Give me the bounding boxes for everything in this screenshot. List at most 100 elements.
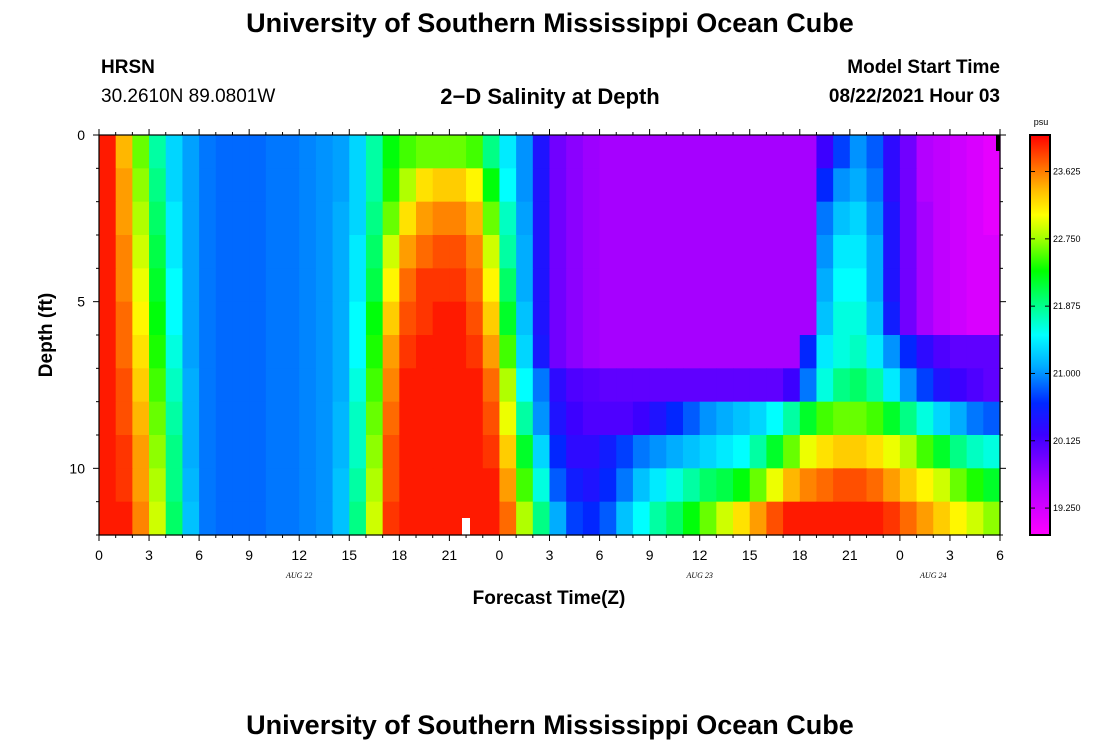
heatmap-cell (399, 135, 417, 169)
heatmap-cell (499, 235, 517, 269)
heatmap-cell (249, 435, 267, 469)
heatmap-cell (532, 235, 551, 269)
heatmap-cell (883, 335, 901, 369)
heatmap-cell (983, 168, 1001, 203)
heatmap-cell (499, 301, 517, 336)
heatmap-cell (933, 135, 951, 169)
heatmap-cell (666, 168, 684, 203)
heatmap-cell (816, 335, 834, 369)
heatmap-cell (99, 468, 117, 503)
heatmap-cell (599, 401, 617, 436)
heatmap-cell (149, 168, 167, 203)
heatmap-cell (432, 301, 450, 336)
heatmap-cell (199, 468, 217, 503)
heatmap-cell (282, 435, 300, 469)
heatmap-cell (199, 401, 217, 436)
heatmap-cell (399, 501, 417, 536)
heatmap-cell (949, 468, 968, 503)
heatmap-cell (933, 235, 951, 269)
heatmap-cell (849, 301, 868, 336)
heatmap-cell (783, 335, 801, 369)
heatmap-cell (816, 401, 834, 436)
heatmap-cell (365, 135, 384, 169)
heatmap-cell (949, 401, 968, 436)
heatmap-cell (532, 301, 551, 336)
heatmap-cell (149, 468, 167, 503)
heatmap-cell (783, 235, 801, 269)
heatmap-cell (115, 235, 133, 269)
heatmap-cell (766, 201, 784, 236)
heatmap-cell (432, 201, 450, 236)
heatmap-cell (332, 501, 350, 536)
heatmap-cell (382, 301, 400, 336)
heatmap-cell (716, 235, 734, 269)
heatmap-cell (766, 501, 784, 536)
heatmap-cell (132, 135, 150, 169)
heatmap-cell (899, 135, 918, 169)
heatmap-cell (199, 335, 217, 369)
heatmap-cell (199, 268, 217, 303)
heatmap-cell (516, 401, 534, 436)
heatmap-cell (632, 335, 651, 369)
heatmap-cell (716, 201, 734, 236)
footer-title: University of Southern Mississippi Ocean… (246, 710, 854, 740)
heatmap-cell (666, 201, 684, 236)
heatmap-cell (332, 468, 350, 503)
heatmap-cell (866, 168, 884, 203)
heatmap-cell (582, 268, 601, 303)
x-tick-label: 0 (896, 547, 904, 563)
heatmap-cell (232, 368, 250, 403)
heatmap-cell (699, 235, 717, 269)
heatmap-cell (549, 368, 567, 403)
heatmap-cell (549, 501, 567, 536)
heatmap-cell (99, 135, 117, 169)
heatmap-cell (132, 368, 150, 403)
heatmap-cell (699, 335, 717, 369)
heatmap-cell (783, 201, 801, 236)
heatmap-cell (382, 168, 400, 203)
heatmap-cell (833, 268, 851, 303)
heatmap-cell (382, 201, 400, 236)
heatmap-cell (699, 468, 717, 503)
heatmap-cell (232, 401, 250, 436)
heatmap-cell (883, 168, 901, 203)
heatmap-cell (816, 468, 834, 503)
heatmap-cell (315, 268, 334, 303)
heatmap-cell (599, 201, 617, 236)
heatmap-cell (983, 235, 1001, 269)
heatmap-cell (232, 301, 250, 336)
x-tick-label: 9 (646, 547, 654, 563)
y-tick-label: 5 (77, 294, 85, 310)
x-tick-label: 6 (195, 547, 203, 563)
heatmap-cell (265, 401, 284, 436)
heatmap-cell (716, 468, 734, 503)
heatmap-cell (632, 235, 651, 269)
heatmap-cell (265, 368, 284, 403)
heatmap-cell (566, 201, 584, 236)
station-coordinates: 30.2610N 89.0801W (101, 86, 276, 107)
colorbar: psu 23.625 22.750 21.875 21.000 20.125 19.250 (1029, 117, 1081, 536)
heatmap-cell (249, 335, 267, 369)
heatmap-cell (149, 235, 167, 269)
heatmap-cell (966, 401, 984, 436)
x-tick-label: 6 (596, 547, 604, 563)
heatmap-cell (249, 235, 267, 269)
heatmap-cell (466, 235, 484, 269)
heatmap-cell (716, 401, 734, 436)
heatmap-cell (416, 335, 434, 369)
heatmap-cell (149, 501, 167, 536)
heatmap-cell (265, 201, 284, 236)
heatmap-cell (315, 135, 334, 169)
heatmap-cell (215, 501, 234, 536)
heatmap-cell (165, 201, 184, 236)
heatmap-cell (599, 335, 617, 369)
x-tick-label: 3 (546, 547, 554, 563)
heatmap-cell (99, 201, 117, 236)
heatmap-cell (449, 268, 467, 303)
heatmap-cell (115, 368, 133, 403)
heatmap-cell (899, 368, 918, 403)
heatmap-cell (99, 335, 117, 369)
heatmap-cell (349, 435, 367, 469)
heatmap-cell (99, 435, 117, 469)
x-tick-label: 12 (291, 547, 307, 563)
